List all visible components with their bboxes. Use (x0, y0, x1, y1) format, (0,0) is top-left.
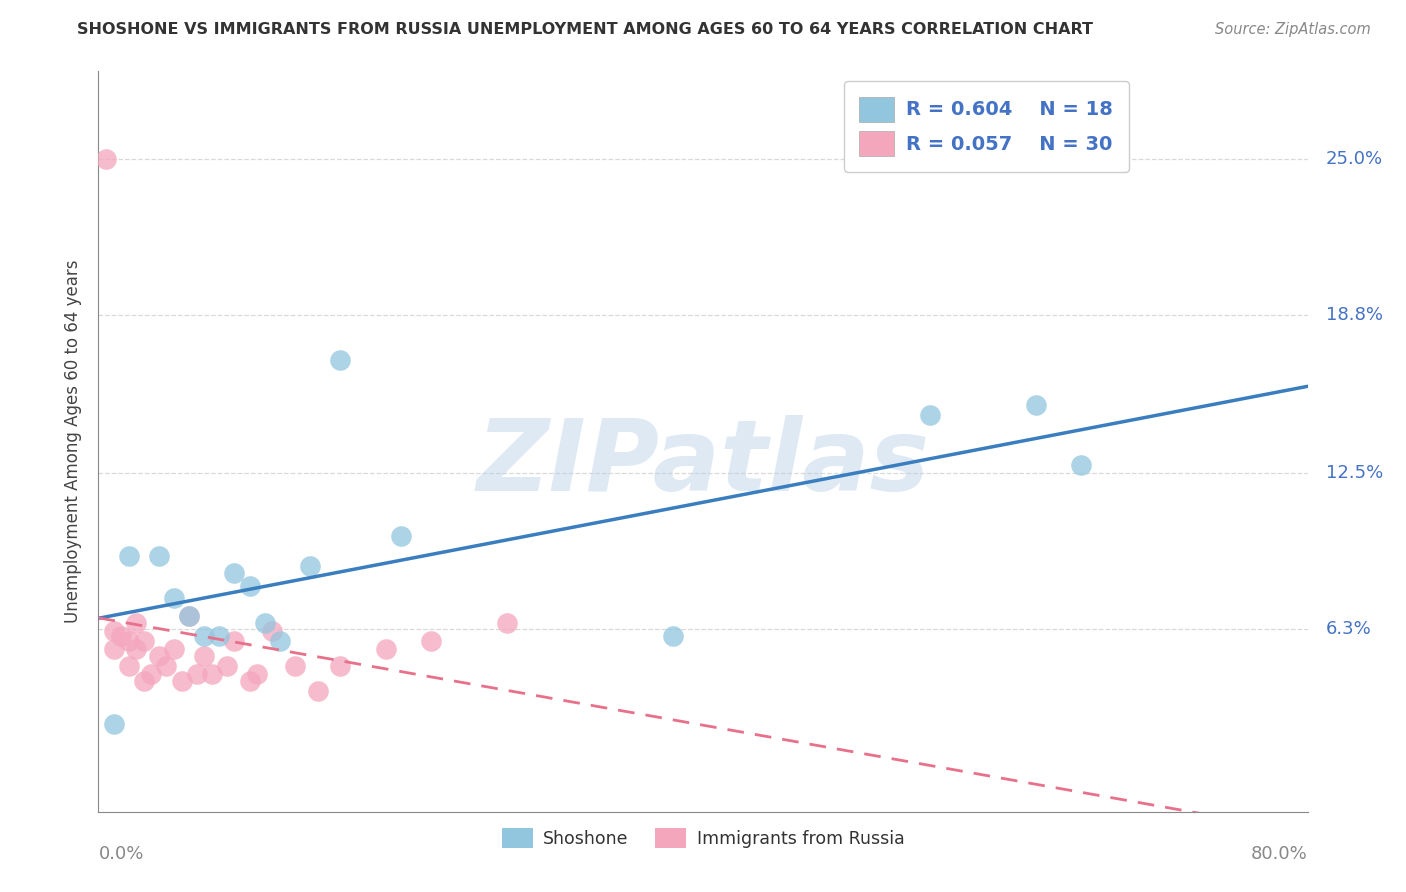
Text: 25.0%: 25.0% (1326, 150, 1384, 169)
Point (170, 674, 193, 689)
Point (239, 579, 262, 593)
Point (246, 666, 269, 681)
Point (208, 629, 231, 643)
Point (262, 624, 284, 638)
Point (307, 684, 329, 698)
Point (103, 717, 125, 731)
Point (125, 616, 148, 631)
Point (269, 634, 291, 648)
Point (132, 674, 155, 689)
Point (193, 649, 215, 664)
Point (224, 634, 246, 648)
Text: 18.8%: 18.8% (1326, 306, 1382, 324)
Y-axis label: Unemployment Among Ages 60 to 64 years: Unemployment Among Ages 60 to 64 years (63, 260, 82, 624)
Point (163, 641, 186, 656)
Point (110, 629, 132, 643)
Text: 0.0%: 0.0% (98, 845, 143, 863)
Text: 12.5%: 12.5% (1326, 464, 1384, 482)
Point (141, 666, 163, 681)
Point (389, 529, 412, 543)
Text: 6.3%: 6.3% (1326, 620, 1371, 638)
Point (94, 152, 117, 166)
Point (215, 659, 238, 673)
Point (284, 659, 307, 673)
Point (495, 616, 517, 631)
Point (299, 558, 322, 573)
Legend: Shoshone, Immigrants from Russia: Shoshone, Immigrants from Russia (495, 821, 911, 855)
Point (329, 659, 352, 673)
Point (103, 624, 125, 638)
Text: Source: ZipAtlas.com: Source: ZipAtlas.com (1215, 22, 1371, 37)
Point (1070, 458, 1092, 473)
Text: 80.0%: 80.0% (1251, 845, 1308, 863)
Point (253, 616, 276, 631)
Point (420, 634, 443, 648)
Point (118, 659, 141, 673)
Point (224, 566, 246, 581)
Text: ZIPatlas: ZIPatlas (477, 416, 929, 512)
Point (329, 353, 352, 368)
Point (118, 634, 141, 648)
Point (103, 641, 125, 656)
Point (179, 609, 201, 624)
Point (179, 609, 201, 624)
Point (918, 408, 941, 422)
Point (239, 674, 262, 689)
Point (374, 641, 396, 656)
Point (661, 629, 683, 643)
Point (155, 659, 177, 673)
Point (163, 591, 186, 606)
Point (193, 629, 215, 643)
Point (125, 641, 148, 656)
Point (148, 549, 170, 563)
Point (1024, 398, 1046, 412)
Text: SHOSHONE VS IMMIGRANTS FROM RUSSIA UNEMPLOYMENT AMONG AGES 60 TO 64 YEARS CORREL: SHOSHONE VS IMMIGRANTS FROM RUSSIA UNEMP… (77, 22, 1094, 37)
Point (201, 666, 224, 681)
Point (118, 549, 141, 563)
Point (186, 666, 208, 681)
Point (148, 649, 170, 664)
Point (132, 634, 155, 648)
